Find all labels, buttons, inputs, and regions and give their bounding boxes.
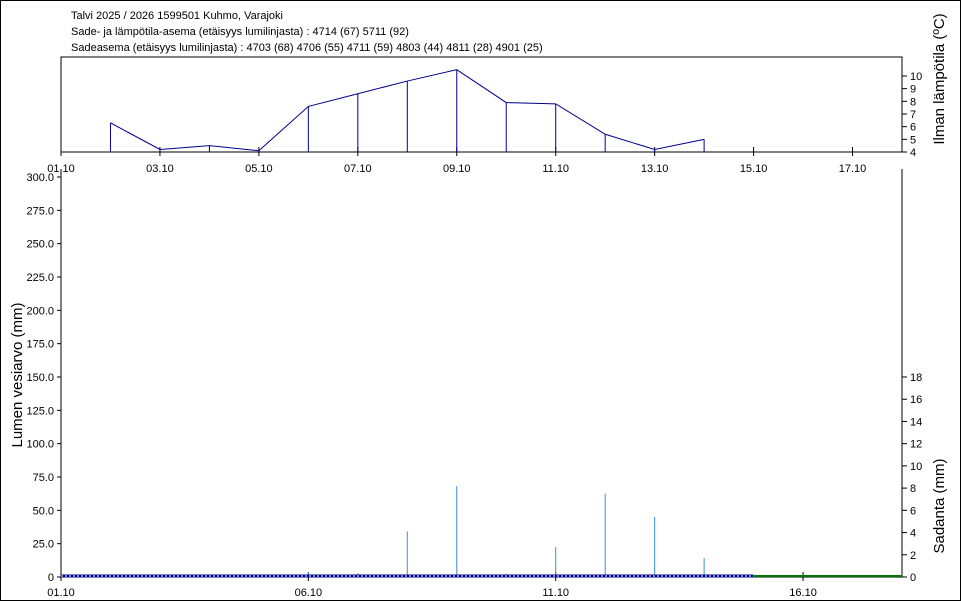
temp-x-tick-label: 09.10 — [443, 163, 471, 175]
swe-y-axis-label: Lumen vesiarvo (mm) — [9, 302, 26, 447]
bottom-x-tick-label: 16.10 — [789, 587, 817, 599]
precip-y-tick-label: 4 — [910, 528, 916, 540]
precip-y-tick-label: 2 — [910, 550, 916, 562]
swe-y-tick-label: 0 — [48, 572, 54, 584]
swe-y-tick-label: 50.0 — [33, 505, 54, 517]
temp-x-tick-label: 11.10 — [542, 163, 569, 175]
temp-x-tick-label: 13.10 — [641, 163, 669, 175]
title: Talvi 2025 / 2026 1599501 Kuhmo, Varajok… — [71, 10, 283, 22]
precip-y-tick-label: 6 — [910, 505, 916, 517]
temp-x-tick-label: 03.10 — [146, 163, 174, 175]
swe-y-tick-label: 225.0 — [26, 272, 54, 284]
precip-y-tick-label: 16 — [910, 394, 922, 406]
temp-y-tick-label: 10 — [910, 71, 922, 83]
temp-y-tick-label: 6 — [910, 122, 916, 134]
swe-y-tick-label: 250.0 — [26, 239, 54, 251]
precip-y-tick-label: 18 — [910, 372, 922, 384]
precip-y-axis-label: Sadanta (mm) — [931, 458, 948, 553]
temp-y-tick-label: 5 — [910, 134, 916, 146]
temp-x-tick-label: 15.10 — [740, 163, 768, 175]
precip-y-tick-label: 8 — [910, 483, 916, 495]
precip-y-tick-label: 12 — [910, 439, 922, 451]
swe-y-tick-label: 175.0 — [26, 339, 54, 351]
station-info: Sade- ja lämpötila-asema (etäisyys lumil… — [71, 26, 409, 38]
swe-y-tick-label: 150.0 — [26, 372, 54, 384]
temp-x-tick-label: 07.10 — [344, 163, 372, 175]
swe-y-tick-label: 100.0 — [26, 439, 54, 451]
temp-plot-frame — [60, 56, 903, 153]
swe-y-tick-label: 200.0 — [26, 305, 54, 317]
temp-y-tick-label: 4 — [910, 147, 916, 159]
temp-y-tick-label: 8 — [910, 96, 916, 108]
swe-y-tick-label: 275.0 — [26, 205, 54, 217]
bottom-x-tick-label: 06.10 — [295, 587, 323, 599]
precip-y-tick-label: 0 — [910, 572, 916, 584]
bottom-x-tick-label: 11.10 — [542, 587, 569, 599]
temp-y-tick-label: 9 — [910, 84, 916, 96]
temp-x-tick-label: 17.10 — [839, 163, 867, 175]
swe-y-tick-label: 125.0 — [26, 405, 54, 417]
swe-y-tick-label: 75.0 — [33, 472, 54, 484]
temp-x-tick-label: 05.10 — [245, 163, 273, 175]
swe-y-tick-label: 25.0 — [33, 539, 54, 551]
temperature-line — [110, 69, 705, 152]
precip-station-info: Sadeasema (etäisyys lumilinjasta) : 4703… — [71, 42, 543, 54]
bottom-x-tick-label: 01.10 — [47, 587, 75, 599]
temp-y-tick-label: 7 — [910, 109, 916, 121]
precip-y-tick-label: 14 — [910, 416, 922, 428]
precip-y-tick-label: 10 — [910, 461, 922, 473]
temp-y-axis-label: Ilman lämpötila (ºC) — [931, 13, 948, 144]
swe-y-tick-label: 300.0 — [26, 172, 54, 184]
